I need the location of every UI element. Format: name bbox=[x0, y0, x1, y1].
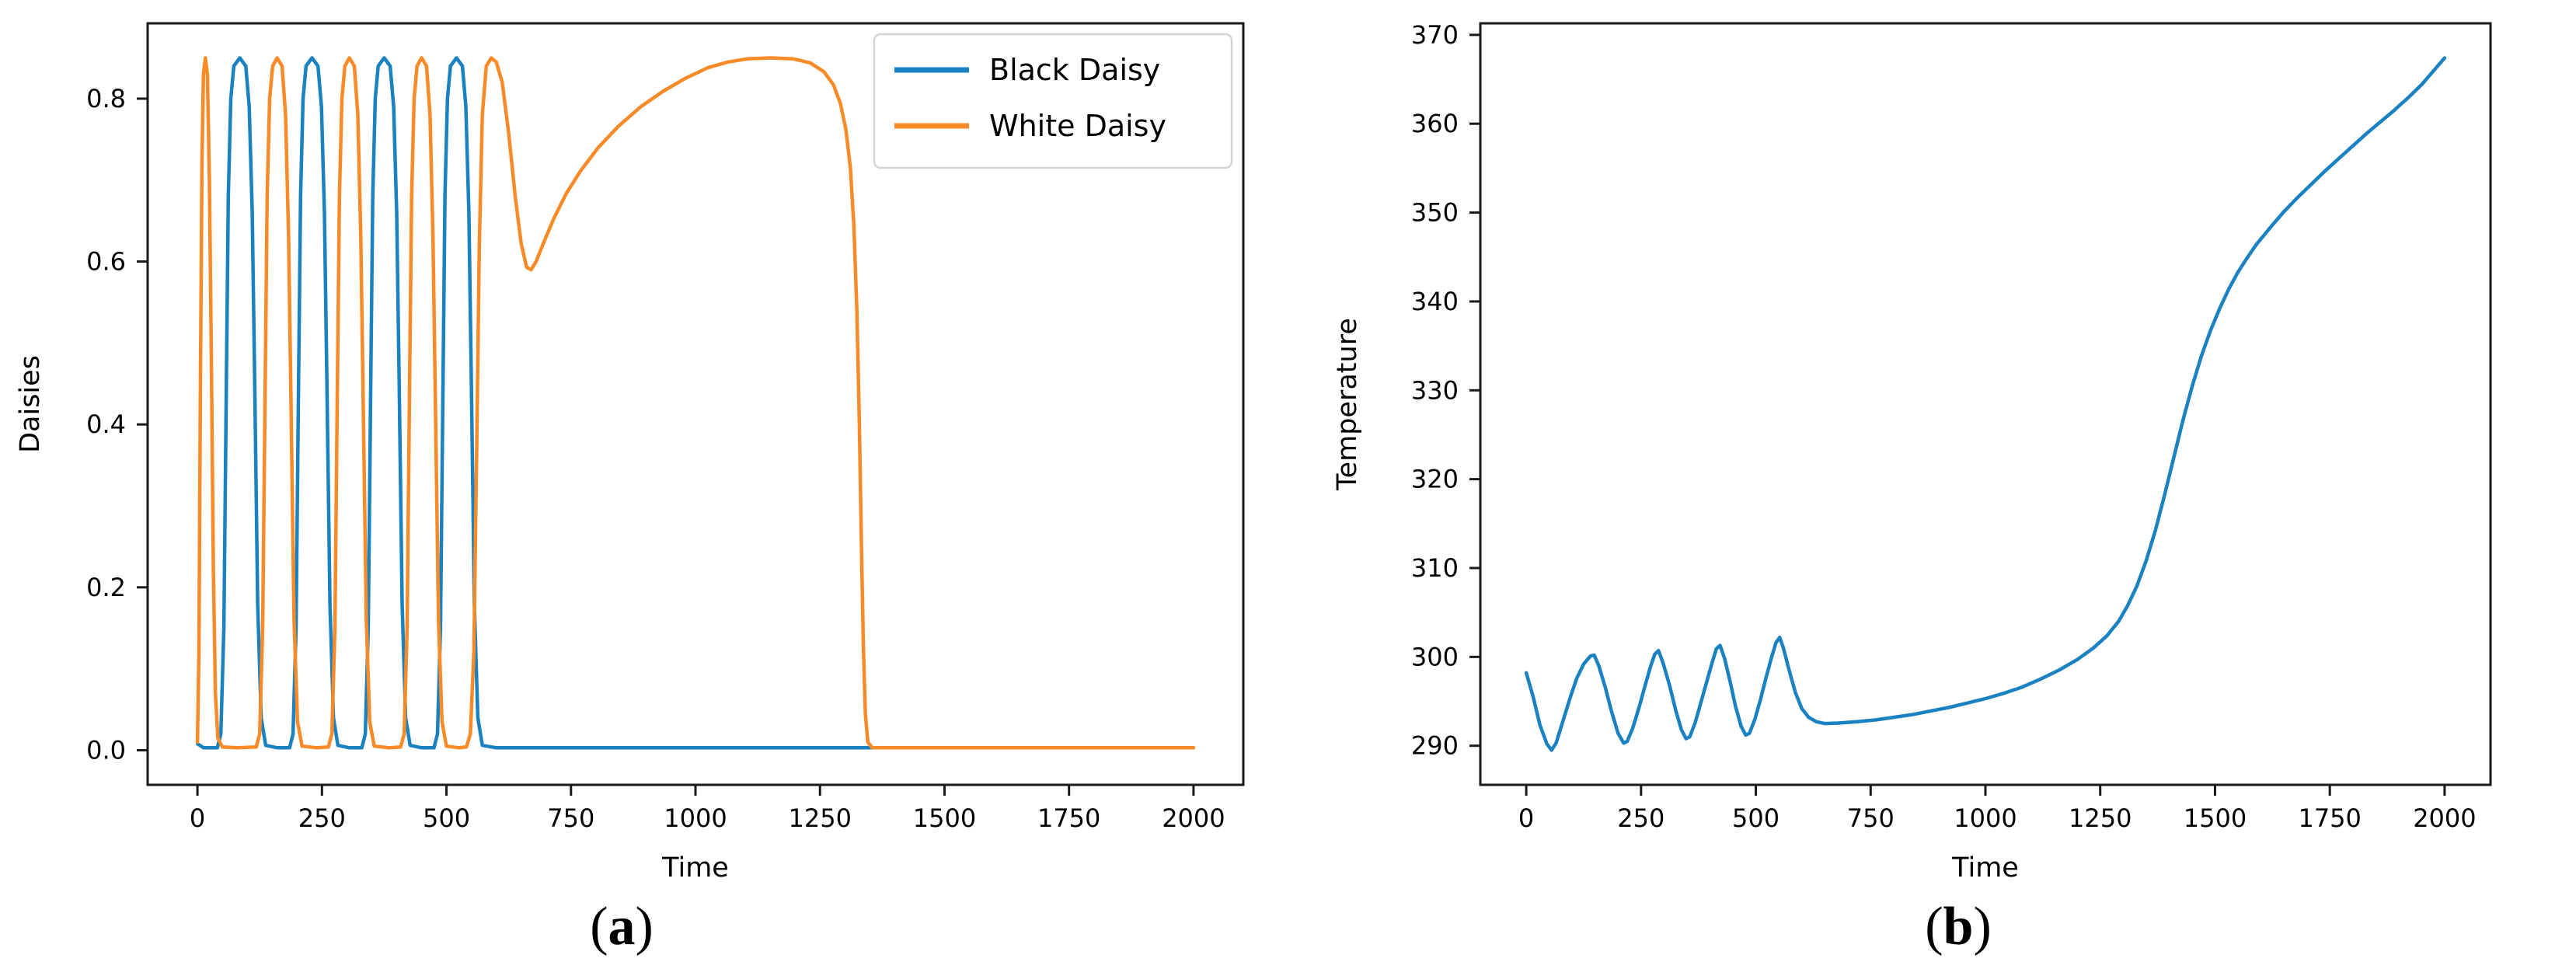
y-tick-label: 330 bbox=[1411, 375, 1459, 405]
series-temperature-line bbox=[1524, 56, 2447, 752]
x-tick-label: 1750 bbox=[1037, 803, 1100, 833]
x-tick-label: 250 bbox=[1617, 803, 1664, 833]
y-tick-label: 300 bbox=[1411, 642, 1459, 671]
x-tick-label: 500 bbox=[1732, 803, 1779, 833]
x-tick-label: 0 bbox=[1518, 803, 1534, 833]
x-tick-label: 500 bbox=[423, 803, 470, 833]
y-tick-label: 340 bbox=[1411, 287, 1459, 316]
y-axis-label: Temperature bbox=[1332, 318, 1363, 491]
y-axis-label: Daisies bbox=[15, 355, 46, 453]
x-tick-label: 1500 bbox=[2184, 803, 2247, 833]
x-tick-label: 1000 bbox=[664, 803, 727, 833]
x-tick-label: 750 bbox=[1847, 803, 1895, 833]
plot-area-border bbox=[146, 22, 1245, 786]
x-tick-label: 1250 bbox=[789, 803, 852, 833]
legend-label-white-daisy: White Daisy bbox=[989, 109, 1166, 143]
y-tick-label: 370 bbox=[1411, 20, 1459, 50]
x-axis-label: Time bbox=[661, 852, 729, 884]
y-tick-label: 350 bbox=[1411, 198, 1459, 228]
y-tick-label: 0.0 bbox=[86, 735, 126, 765]
panel-caption-b: (b) bbox=[1925, 897, 1992, 957]
x-tick-label: 1000 bbox=[1954, 803, 2017, 833]
series-white-daisy-line bbox=[195, 56, 1196, 750]
y-tick-label: 310 bbox=[1411, 553, 1459, 583]
x-tick-label: 2000 bbox=[2413, 803, 2476, 833]
y-tick-label: 0.2 bbox=[86, 573, 126, 602]
legend-label-black-daisy: Black Daisy bbox=[989, 53, 1160, 87]
y-tick-label: 0.6 bbox=[86, 247, 126, 277]
y-tick-label: 290 bbox=[1411, 731, 1459, 761]
x-tick-label: 1500 bbox=[913, 803, 976, 833]
panel-b: 0 250 500 750 1000 1250 1500 1750 2000 290 300 310 3… bbox=[1332, 20, 2492, 957]
x-tick-label: 250 bbox=[298, 803, 346, 833]
y-tick-label: 0.8 bbox=[86, 84, 126, 113]
y-tick-label: 0.4 bbox=[86, 410, 126, 439]
y-tick-label: 320 bbox=[1411, 465, 1459, 494]
legend: Black Daisy White Daisy bbox=[873, 33, 1233, 169]
panel-a: 0 250 500 750 1000 1250 1500 1750 2000 0.0 0.2 0.4 0… bbox=[15, 22, 1245, 957]
plot-area-border bbox=[1479, 22, 2492, 786]
x-tick-label: 750 bbox=[547, 803, 594, 833]
panel-caption-a: (a) bbox=[590, 897, 654, 957]
x-axis-label: Time bbox=[1951, 852, 2019, 884]
y-tick-label: 360 bbox=[1411, 109, 1459, 138]
x-tick-label: 1250 bbox=[2069, 803, 2132, 833]
x-tick-label: 2000 bbox=[1162, 803, 1225, 833]
x-tick-label: 0 bbox=[190, 803, 205, 833]
x-tick-label: 1750 bbox=[2298, 803, 2361, 833]
